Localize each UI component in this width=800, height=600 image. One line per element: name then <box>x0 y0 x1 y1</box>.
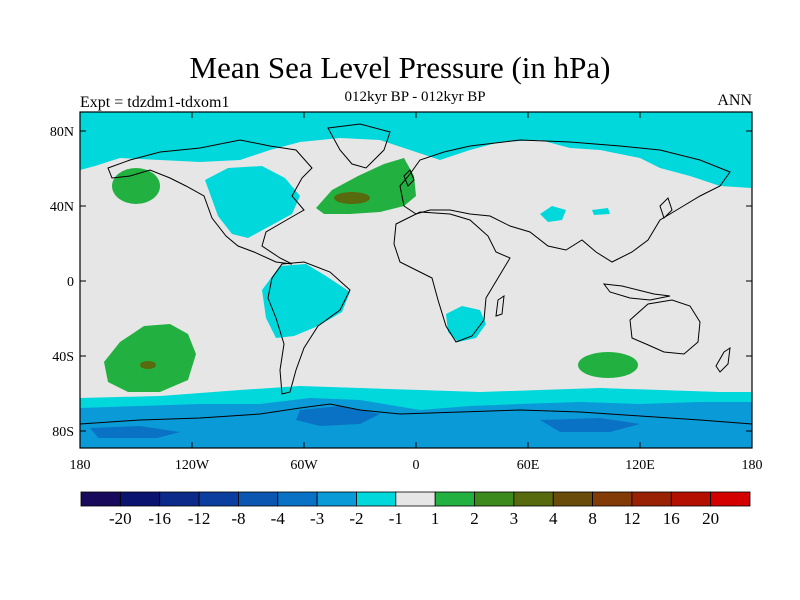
colorbar-swatch <box>670 491 712 507</box>
colorbar-swatch <box>119 491 161 507</box>
colorbar-label: 12 <box>623 509 640 528</box>
latitude-axis: 80N 40N 0 40S 80S <box>50 125 752 440</box>
colorbar-label: 3 <box>510 509 519 528</box>
colorbar-label: -16 <box>148 509 171 528</box>
coast-north-america <box>107 139 313 265</box>
colorbar-swatch <box>80 491 121 507</box>
longitude-axis: 180 120W 60W 0 60E 120E 180 <box>70 112 763 473</box>
coast-uk <box>403 169 415 187</box>
season-label: ANN <box>717 92 752 109</box>
lon-tick-label: 180 <box>70 458 91 473</box>
coast-eurasia <box>399 139 731 263</box>
colorbar-label: 20 <box>702 509 719 528</box>
colorbar-swatch <box>238 491 279 507</box>
colorbar-label: -12 <box>188 509 211 528</box>
coast-africa <box>393 211 511 343</box>
colorbar-swatch <box>395 491 436 507</box>
lon-tick-label: 120W <box>175 458 210 473</box>
safrica-negative-region <box>446 306 486 342</box>
namerica-negative-region <box>205 166 300 238</box>
lon-tick-label: 60E <box>517 458 540 473</box>
coast-australia <box>629 299 701 355</box>
colorbar-label: 4 <box>549 509 558 528</box>
coast-south-america <box>267 261 351 395</box>
colorbar-label: -8 <box>231 509 245 528</box>
colorbar-swatch <box>552 491 593 507</box>
colorbar-swatch <box>159 491 200 507</box>
coast-antarctica <box>80 403 752 425</box>
lon-tick-label: 120E <box>625 458 655 473</box>
colorbar-swatch <box>277 491 318 507</box>
lat-tick-label: 40N <box>50 200 74 215</box>
lat-tick-label: 40S <box>52 350 74 365</box>
colorbar-label: -1 <box>389 509 403 528</box>
lat-tick-label: 80S <box>52 425 74 440</box>
natlantic-positive-core <box>334 192 370 204</box>
coast-madagascar <box>495 294 505 317</box>
chart-subtitle: 012kyr BP - 012kyr BP <box>344 89 486 105</box>
samerica-negative-region <box>262 264 350 338</box>
sindian-positive <box>578 352 638 378</box>
colorbar-label: 8 <box>588 509 597 528</box>
colorbar: -20 -16 -12 -8 -4 -3 -2 -1 1 2 3 4 8 12 16 20 <box>80 491 751 528</box>
colorbar-swatch <box>710 491 751 507</box>
coast-new-zealand <box>715 346 731 373</box>
colorbar-label: 2 <box>470 509 479 528</box>
colorbar-swatch <box>316 491 357 507</box>
coast-indonesia <box>602 283 671 301</box>
colorbar-swatch <box>631 491 672 507</box>
chart-title: Mean Sea Level Pressure (in hPa) <box>189 50 611 85</box>
npacific-positive <box>112 168 160 204</box>
asia-negative-patch-2 <box>592 208 610 215</box>
colorbar-label: -3 <box>310 509 324 528</box>
colorbar-label: -20 <box>109 509 132 528</box>
lon-tick-label: 0 <box>413 458 420 473</box>
southern-ocean-neg3-b <box>90 426 180 440</box>
lon-tick-label: 60W <box>290 458 318 473</box>
southern-ocean-neg2 <box>80 398 752 448</box>
experiment-label: Expt = tdzdm1-tdxom1 <box>80 94 230 111</box>
colorbar-swatch <box>434 491 475 507</box>
coast-greenland <box>327 123 391 169</box>
pressure-field <box>80 112 752 448</box>
coast-japan <box>659 197 673 219</box>
spacific-positive-core <box>140 361 156 369</box>
colorbar-label: -2 <box>349 509 363 528</box>
southern-ocean-neg3-c <box>540 418 640 432</box>
colorbar-swatch <box>513 491 554 507</box>
colorbar-label: 16 <box>663 509 680 528</box>
lon-tick-label: 180 <box>742 458 763 473</box>
colorbar-swatch <box>592 491 633 507</box>
lat-tick-label: 80N <box>50 125 74 140</box>
arctic-negative-region <box>80 112 752 188</box>
colorbar-swatch <box>356 491 397 507</box>
lat-tick-label: 0 <box>67 275 74 290</box>
spacific-positive <box>104 324 196 392</box>
colorbar-label: -4 <box>271 509 286 528</box>
coastlines <box>80 123 752 425</box>
southern-ocean-neg3 <box>296 406 380 426</box>
colorbar-label: 1 <box>431 509 440 528</box>
asia-negative-patch <box>540 206 566 222</box>
colorbar-swatch <box>198 491 239 507</box>
colorbar-swatch <box>474 491 515 507</box>
